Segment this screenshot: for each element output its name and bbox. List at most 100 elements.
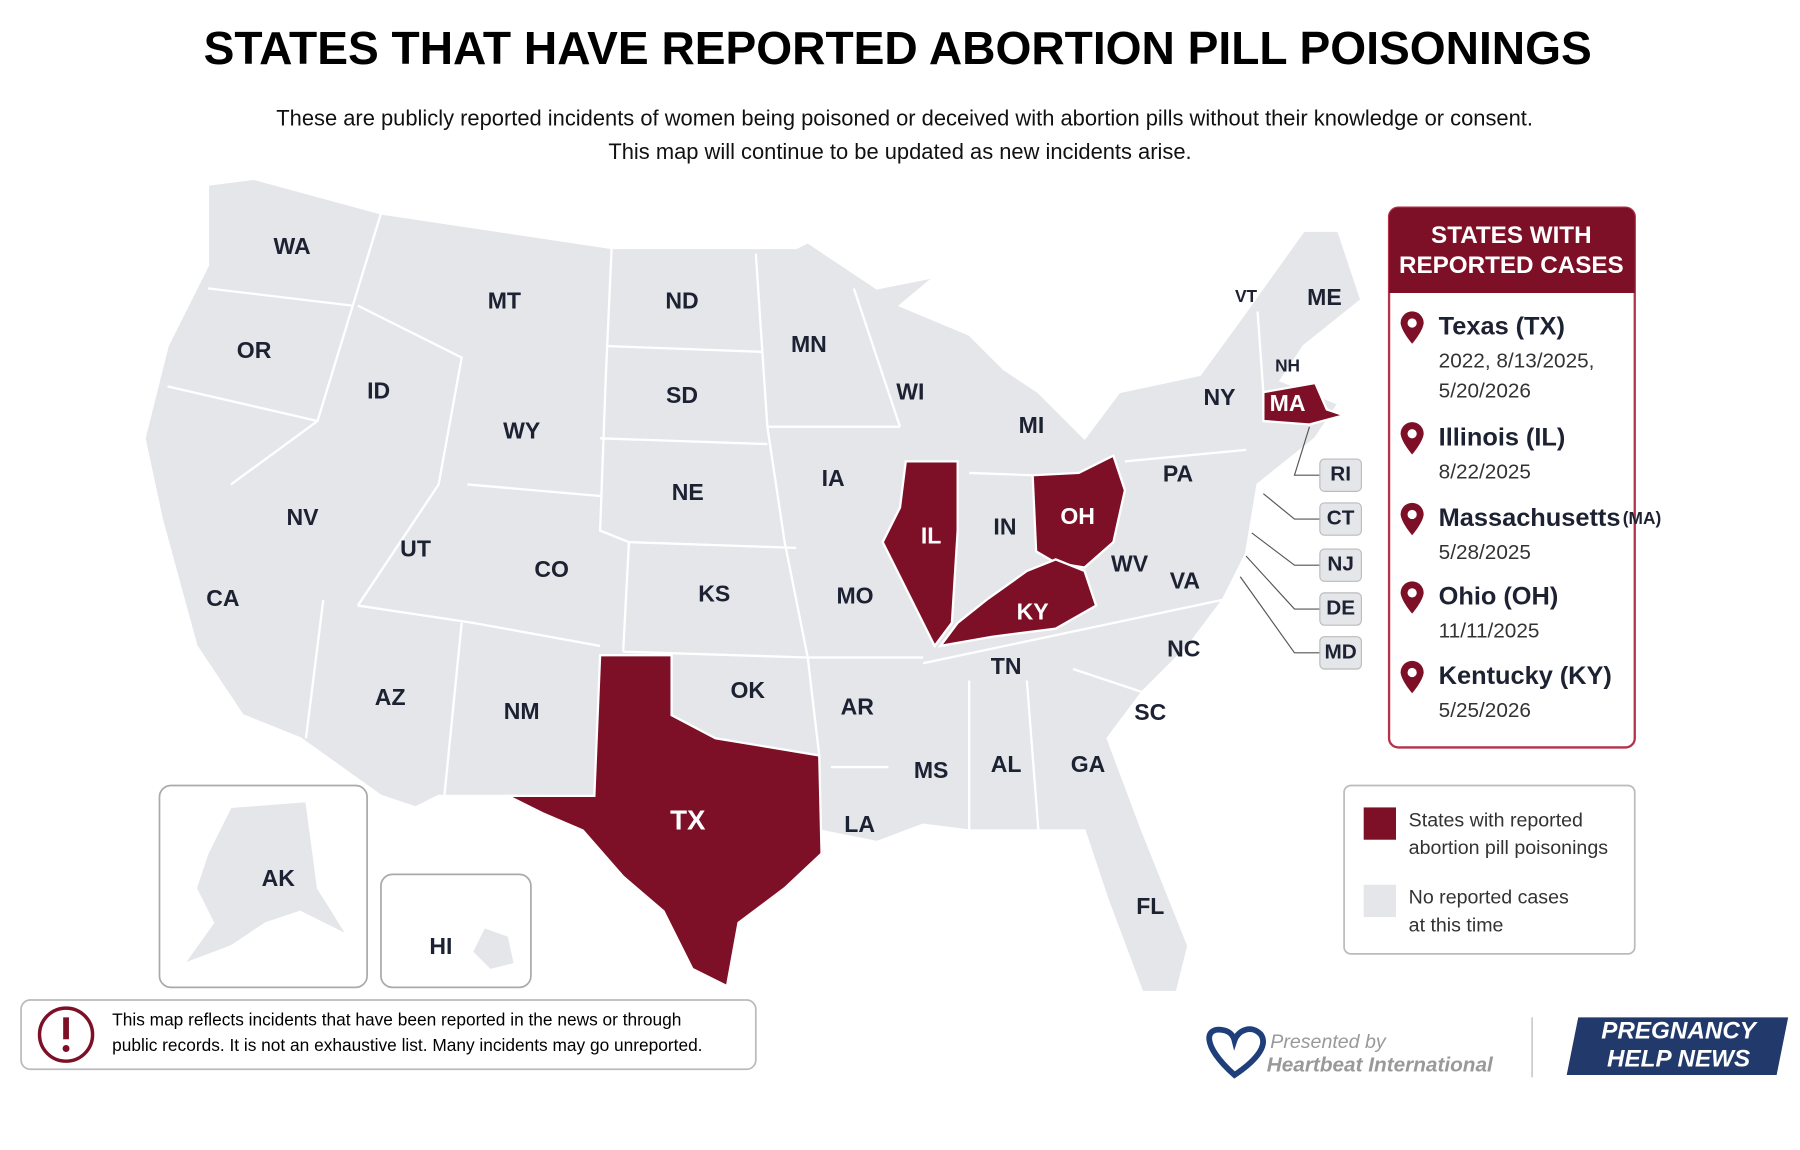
state-label: VA — [1170, 568, 1201, 594]
state-label: UT — [400, 535, 431, 561]
hawaii-inset — [380, 873, 532, 989]
state-label: SD — [666, 382, 698, 408]
state-label-box — [1319, 458, 1362, 492]
state-label: FL — [1136, 893, 1164, 919]
heart-logo — [1206, 1026, 1266, 1079]
state-label: NM — [504, 698, 540, 724]
state-label: OK — [730, 677, 765, 703]
org-name: Heartbeat International — [1267, 1053, 1494, 1076]
state-label: GA — [1071, 751, 1106, 777]
legend-box — [1343, 784, 1636, 955]
legend-text: States with reported — [1409, 809, 1583, 831]
state-label-box — [1319, 502, 1362, 536]
note-icon — [37, 1006, 95, 1063]
state-label-box — [1319, 548, 1362, 582]
state-label: ND — [665, 287, 698, 313]
subtitle: This map will continue to be updated as … — [608, 139, 1191, 164]
brand-text: PREGNANCY — [1601, 1018, 1758, 1045]
pin-dot — [1407, 588, 1417, 598]
leader-line — [1245, 555, 1320, 610]
state-label: CO — [534, 556, 569, 582]
state-name: Kentucky (KY) — [1439, 662, 1612, 690]
state-label-box — [1319, 592, 1362, 626]
pin-dot — [1407, 429, 1417, 439]
state-label: TX — [670, 805, 706, 836]
state-label: MA — [1270, 390, 1306, 416]
state-name-text: Ohio — [1439, 582, 1497, 610]
state-code: (KY) — [1560, 662, 1612, 690]
us-outline — [143, 177, 1363, 994]
state-label: AK — [262, 865, 296, 891]
state-label: WY — [503, 418, 540, 444]
sidebar-header — [1389, 207, 1635, 293]
alaska-shape — [183, 801, 348, 965]
state-label: MD — [1324, 640, 1356, 663]
state-label: VT — [1235, 286, 1258, 306]
state-code: (OH) — [1503, 582, 1558, 610]
note-text: This map reflects incidents that have be… — [112, 1009, 681, 1029]
state-label: AL — [991, 751, 1022, 777]
state-borders — [167, 213, 1265, 831]
state-label: NH — [1275, 355, 1300, 375]
state-name-text: Illinois — [1439, 423, 1519, 451]
state-reported — [1262, 381, 1349, 426]
state-label: ID — [367, 377, 390, 403]
state-name-text: Texas — [1439, 312, 1509, 340]
state-label: AZ — [375, 684, 406, 710]
legend-swatch — [1363, 884, 1396, 918]
note-icon-bar — [63, 1017, 69, 1040]
state-code: (TX) — [1516, 312, 1565, 340]
state-label: CA — [206, 585, 240, 611]
state-reported — [937, 558, 1098, 648]
leader-line — [1239, 576, 1320, 654]
case-date: 11/11/2025 — [1439, 620, 1540, 643]
state-label-box — [1319, 636, 1362, 670]
state-label: NC — [1167, 636, 1201, 662]
case-date: 5/20/2026 — [1439, 380, 1531, 403]
state-label: WA — [274, 233, 311, 259]
leader-line — [1251, 532, 1320, 566]
leader-line — [1262, 493, 1320, 520]
state-label: NY — [1203, 384, 1235, 410]
case-date: 2022, 8/13/2025, — [1439, 350, 1595, 373]
state-label: WI — [896, 378, 924, 404]
us-map: WA OR CA NV ID MT WY UT CO AZ NM ND SD NE KS OK TX MN IA MO… — [143, 177, 1363, 994]
state-label: IL — [921, 523, 941, 549]
state-label: RI — [1330, 463, 1351, 486]
brand-badge — [1566, 1017, 1789, 1076]
legend-text: No reported cases — [1409, 887, 1569, 909]
pin-icon — [1400, 502, 1424, 536]
state-label: OR — [237, 337, 272, 363]
state-label: MO — [836, 583, 873, 609]
legend-swatch — [1363, 807, 1396, 840]
state-label: OH — [1060, 503, 1095, 529]
state-label: NJ — [1327, 553, 1354, 576]
state-reported — [881, 460, 959, 649]
pin-dot — [1407, 318, 1417, 328]
legend-text: abortion pill poisonings — [1409, 837, 1609, 859]
state-reported — [1031, 453, 1127, 569]
state-label: KY — [1017, 599, 1049, 625]
case-date: 5/28/2025 — [1439, 541, 1531, 564]
state-label: MN — [791, 331, 827, 357]
state-name: Texas (TX) — [1439, 312, 1565, 340]
state-label: DE — [1326, 597, 1355, 620]
sidebar-title: REPORTED CASES — [1399, 252, 1624, 279]
state-label: IA — [822, 465, 845, 491]
note-text: public records. It is not an exhaustive … — [112, 1035, 702, 1055]
brand-text: HELP NEWS — [1607, 1045, 1750, 1072]
state-label: KS — [698, 580, 730, 606]
state-reported — [507, 654, 823, 988]
state-label: ME — [1307, 284, 1342, 310]
sidebar-title: STATES WITH — [1431, 222, 1592, 249]
note-box — [20, 999, 757, 1071]
pin-dot — [1407, 509, 1417, 520]
state-label: NV — [286, 504, 319, 530]
subtitle: These are publicly reported incidents of… — [276, 106, 1533, 131]
state-label: TN — [991, 653, 1022, 679]
state-label: MI — [1019, 412, 1045, 438]
state-code: (IL) — [1526, 423, 1565, 451]
state-label: SC — [1134, 699, 1166, 725]
state-label: PA — [1163, 460, 1194, 486]
